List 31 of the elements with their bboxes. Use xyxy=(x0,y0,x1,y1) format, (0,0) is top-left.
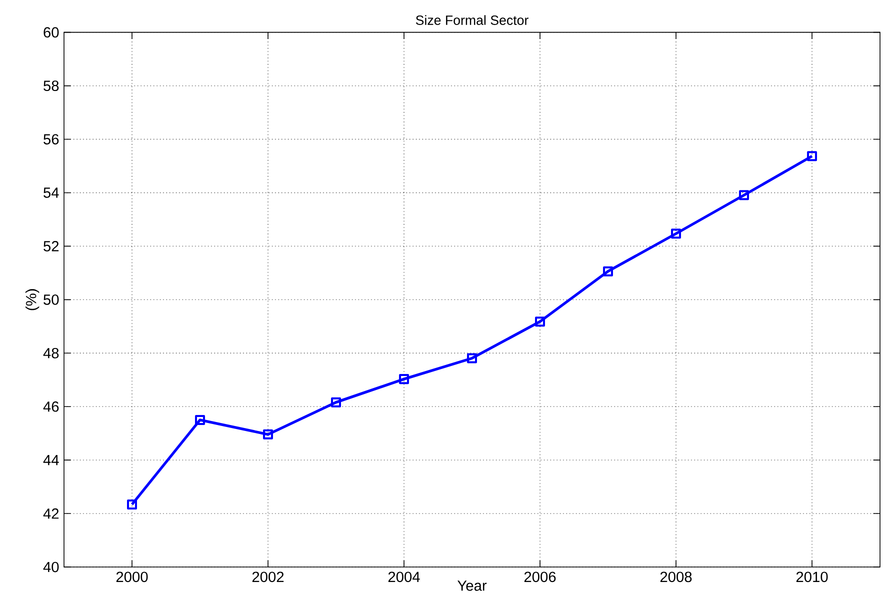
point xyxy=(807,151,818,162)
y-tick-label: 60 xyxy=(44,27,59,38)
x-tick-label: 2006 xyxy=(524,572,556,582)
y-tick-label: 48 xyxy=(43,348,59,358)
x-tick-label: 2010 xyxy=(796,572,828,582)
point xyxy=(739,190,750,200)
point xyxy=(195,414,206,425)
y-tick-label: 44 xyxy=(43,455,59,466)
point xyxy=(127,499,138,510)
point xyxy=(331,397,342,408)
x-tick-label: 2008 xyxy=(660,572,692,582)
x-axis-title: Year xyxy=(458,580,487,591)
y-tick-label: 50 xyxy=(44,294,59,305)
point xyxy=(399,374,410,384)
y-tick-label: 56 xyxy=(44,134,59,144)
y-tick-label: 58 xyxy=(44,80,59,91)
y-tick-label: 40 xyxy=(43,562,59,572)
x-tick-label: 2004 xyxy=(388,572,420,582)
y-axis-title: (%) xyxy=(25,289,40,310)
point xyxy=(467,353,478,364)
point xyxy=(603,266,614,276)
point xyxy=(535,316,546,327)
y-tick-label: 52 xyxy=(44,241,59,252)
point xyxy=(263,429,274,440)
y-tick-label: 46 xyxy=(43,401,59,412)
y-tick-label: 54 xyxy=(44,188,59,198)
point xyxy=(671,228,682,239)
chart-title: Size Formal Sector xyxy=(416,15,528,25)
x-tick-label: 2000 xyxy=(116,572,148,582)
y-tick-label: 42 xyxy=(43,508,59,519)
x-tick-label: 2002 xyxy=(252,572,284,582)
